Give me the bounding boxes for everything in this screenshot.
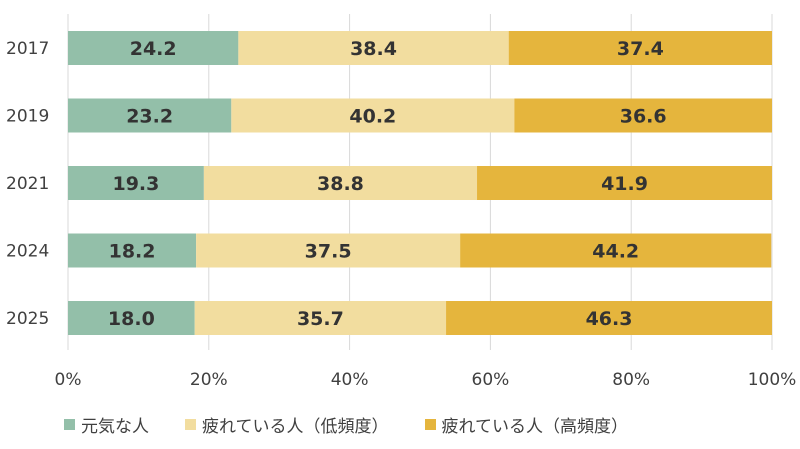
category-label: 2025 [6,309,49,329]
x-tick-label: 40% [331,370,369,390]
data-label: 38.8 [317,173,364,195]
legend-label: 元気な人 [81,416,149,437]
bar-segment [68,301,195,335]
bar-segment [514,98,772,133]
x-tick-labels: 0% 20% 40% 60% 80% 100% [55,370,797,390]
bar-segment [231,98,515,133]
category-label: 2019 [6,107,49,127]
bar-segment [68,98,232,133]
category-label: 2024 [6,242,49,262]
bar-segment [196,233,461,268]
bar-segment [508,31,772,65]
bar-segment [68,31,239,65]
data-label: 38.4 [350,38,397,60]
data-label: 23.2 [126,106,173,128]
bars: 24.2 38.4 37.4 23.2 40.2 36.6 19.3 38.8 41.9 18.2… [68,31,772,335]
legend: 元気な人 疲れている人（低頻度） 疲れている人（高頻度） [64,412,664,437]
data-label: 37.5 [305,241,352,263]
data-label: 18.0 [108,308,155,330]
category-label: 2017 [6,39,49,59]
stacked-bar-chart: 24.2 38.4 37.4 23.2 40.2 36.6 19.3 38.8 41.9 18.2… [6,14,797,390]
bar-segment [460,233,772,268]
legend-item: 疲れている人（低頻度） [185,412,389,437]
data-label: 36.6 [620,106,667,128]
legend-label: 疲れている人（高頻度） [441,416,629,437]
bar-segment [446,301,772,335]
x-tick-label: 0% [55,370,82,390]
legend-swatch [64,418,75,430]
bar-segment [68,166,204,200]
bar-segment [194,301,447,335]
x-tick-label: 20% [190,370,228,390]
x-tick-label: 100% [748,370,797,390]
legend-item: 疲れている人（高頻度） [424,412,629,437]
bar-segment [238,31,509,65]
x-tick-label: 80% [612,370,650,390]
data-label: 24.2 [130,38,177,60]
data-label: 18.2 [109,241,156,263]
legend-label: 疲れている人（低頻度） [202,416,389,437]
data-label: 40.2 [349,106,396,128]
data-label: 46.3 [586,308,633,330]
legend-item: 元気な人 [64,412,149,437]
bar-segment [68,233,197,268]
legend-swatch [185,418,196,430]
data-label: 44.2 [592,241,639,263]
data-label: 19.3 [112,173,159,195]
bar-segment [477,166,772,200]
category-labels: 2017 2019 2021 2024 2025 [6,39,49,329]
data-label: 41.9 [601,173,648,195]
data-label: 37.4 [617,38,664,60]
bar-segment [203,166,478,200]
category-label: 2021 [6,174,49,194]
data-label: 35.7 [297,308,344,330]
x-tick-label: 60% [472,370,510,390]
legend-swatch [424,418,436,430]
